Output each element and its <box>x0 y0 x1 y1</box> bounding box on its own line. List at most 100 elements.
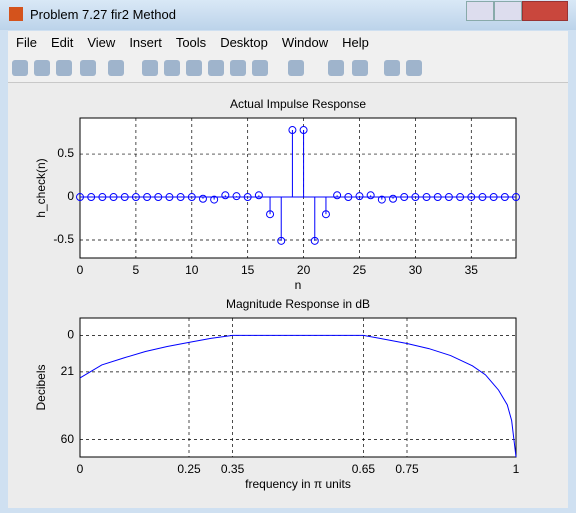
menu-item[interactable]: Desktop <box>220 35 268 50</box>
stem-marker <box>411 193 420 202</box>
x-tick-label: 5 <box>133 263 140 277</box>
toolbar-button[interactable] <box>12 60 28 76</box>
stem-marker <box>98 193 107 202</box>
toolbar-button[interactable] <box>288 60 304 76</box>
window-title: Problem 7.27 fir2 Method <box>30 7 176 22</box>
stem-marker <box>366 191 375 200</box>
stem-marker <box>120 193 129 202</box>
y-axis-label: Decibels <box>34 364 48 410</box>
menu-item[interactable]: Insert <box>129 35 162 50</box>
x-tick-label: 0.25 <box>177 462 201 476</box>
y-tick-label: -0.5 <box>53 232 74 246</box>
y-tick-label: 0.5 <box>57 146 74 160</box>
stem-marker <box>444 193 453 202</box>
menu-item[interactable]: View <box>87 35 116 50</box>
toolbar-button[interactable] <box>80 60 96 76</box>
stem-marker <box>154 193 163 202</box>
stem-marker <box>321 210 330 219</box>
x-tick-label: 10 <box>185 263 199 277</box>
x-tick-label: 20 <box>297 263 311 277</box>
maximize-button[interactable] <box>494 1 522 21</box>
stem-marker <box>310 236 319 245</box>
stem-marker <box>143 193 152 202</box>
toolbar-button[interactable] <box>406 60 422 76</box>
stem-marker <box>489 193 498 202</box>
stem-marker <box>433 193 442 202</box>
stem-marker <box>232 192 241 201</box>
stem-marker <box>422 193 431 202</box>
y-tick-label: 21 <box>61 364 75 378</box>
toolbar-button[interactable] <box>34 60 50 76</box>
stem-marker <box>243 193 252 202</box>
menu-item[interactable]: File <box>16 35 37 50</box>
menu-item[interactable]: Edit <box>50 35 74 50</box>
stem-marker <box>87 193 96 202</box>
toolbar-button[interactable] <box>328 60 344 76</box>
stem-marker <box>400 193 409 202</box>
x-axis-label: n <box>295 278 302 292</box>
x-tick-label: 0.75 <box>395 462 419 476</box>
close-button[interactable] <box>522 1 568 21</box>
x-tick-label: 0 <box>77 462 84 476</box>
stem-marker <box>355 192 364 201</box>
y-tick-label: 60 <box>61 432 75 446</box>
stem-marker <box>131 193 140 202</box>
x-axis-label: frequency in π units <box>245 477 351 491</box>
axes <box>80 318 516 457</box>
toolbar-button[interactable] <box>230 60 246 76</box>
stem-marker <box>176 193 185 202</box>
toolbar-button[interactable] <box>56 60 72 76</box>
toolbar-button[interactable] <box>208 60 224 76</box>
x-tick-label: 0.65 <box>352 462 376 476</box>
stem-marker <box>377 195 386 204</box>
toolbar-button[interactable] <box>186 60 202 76</box>
menu-bar: File Edit View Insert Tools Desktop Window Help <box>8 31 568 55</box>
menu-item[interactable]: Tools <box>175 35 207 50</box>
line <box>79 334 517 458</box>
chart-title: Magnitude Response in dB <box>226 297 370 311</box>
stem-marker <box>344 193 353 202</box>
stem-marker <box>500 193 509 202</box>
x-tick-label: 35 <box>465 263 479 277</box>
menu-item[interactable]: Window <box>281 35 329 50</box>
stem-marker <box>210 195 219 204</box>
toolbar <box>8 55 568 83</box>
stem-marker <box>266 210 275 219</box>
x-tick-label: 0 <box>77 263 84 277</box>
toolbar-button[interactable] <box>252 60 268 76</box>
axes <box>80 118 516 258</box>
menu-item[interactable]: Help <box>342 35 369 50</box>
toolbar-button[interactable] <box>352 60 368 76</box>
stem-marker <box>478 193 487 202</box>
stem-marker <box>109 193 118 202</box>
toolbar-button[interactable] <box>108 60 124 76</box>
stem-marker <box>254 191 263 200</box>
stem-marker <box>198 194 207 203</box>
x-tick-label: 1 <box>513 462 520 476</box>
chart-title: Actual Impulse Response <box>230 97 366 111</box>
x-tick-label: 25 <box>353 263 367 277</box>
stem-marker <box>288 126 297 135</box>
stem-marker <box>389 194 398 203</box>
y-tick-label: 0 <box>67 189 74 203</box>
app-icon <box>9 7 23 21</box>
stem-marker <box>512 193 520 202</box>
axes-frame <box>79 117 517 259</box>
toolbar-button[interactable] <box>142 60 158 76</box>
stem-marker <box>277 236 286 245</box>
title-bar: Problem 7.27 fir2 Method <box>0 0 576 30</box>
axes-frame <box>79 317 517 458</box>
minimize-button[interactable] <box>466 1 494 21</box>
stem-marker <box>456 193 465 202</box>
stem-marker <box>299 126 308 135</box>
x-tick-label: 15 <box>241 263 255 277</box>
stem-marker <box>187 193 196 202</box>
toolbar-button[interactable] <box>164 60 180 76</box>
stem-marker <box>165 193 174 202</box>
stem-marker <box>467 193 476 202</box>
toolbar-button[interactable] <box>384 60 400 76</box>
x-tick-label: 0.35 <box>221 462 245 476</box>
x-tick-label: 30 <box>409 263 423 277</box>
y-axis-label: h_check(n) <box>34 158 48 217</box>
